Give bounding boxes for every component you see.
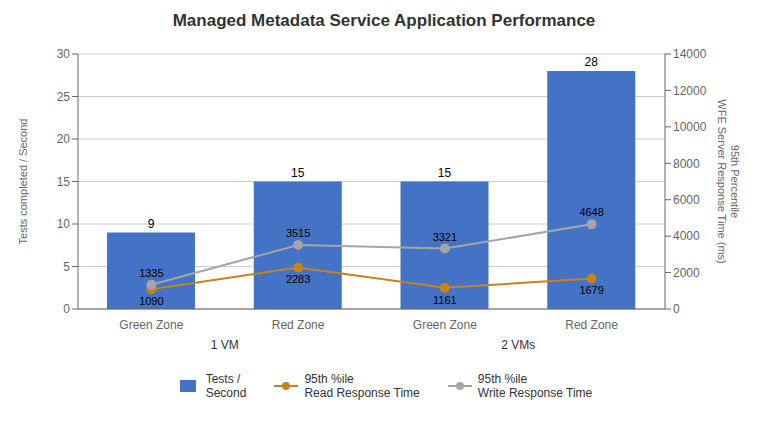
svg-text:1 VM: 1 VM xyxy=(211,338,239,352)
svg-text:28: 28 xyxy=(585,55,599,69)
svg-text:14000: 14000 xyxy=(673,47,707,61)
svg-text:1161: 1161 xyxy=(433,294,457,306)
svg-text:Green Zone: Green Zone xyxy=(119,318,183,332)
html-text:Tests / Second: Tests / Second xyxy=(205,372,247,400)
html-text:95th %ile Read Response Time: 95th %ile Read Response Time xyxy=(304,372,420,400)
svg-text:2 VMs: 2 VMs xyxy=(501,338,535,352)
html-text:95th %ile Write Response Time: 95th %ile Write Response Time xyxy=(477,372,593,400)
svg-text:2283: 2283 xyxy=(286,273,310,285)
svg-text:6000: 6000 xyxy=(673,193,700,207)
svg-text:0: 0 xyxy=(63,302,70,316)
svg-text:4000: 4000 xyxy=(673,229,700,243)
svg-text:9: 9 xyxy=(148,217,155,231)
svg-text:12000: 12000 xyxy=(673,84,707,98)
svg-text:1679: 1679 xyxy=(579,284,603,296)
html-text:Managed Metadata Service Appli: Managed Metadata Service Application Per… xyxy=(172,11,596,30)
svg-text:15: 15 xyxy=(438,166,452,180)
svg-text:1335: 1335 xyxy=(139,267,163,279)
svg-text:Red Zone: Red Zone xyxy=(565,318,618,332)
svg-text:0: 0 xyxy=(673,302,680,316)
svg-text:Tests completed / Second: Tests completed / Second xyxy=(17,119,29,245)
svg-text:25: 25 xyxy=(57,90,71,104)
svg-text:2000: 2000 xyxy=(673,266,700,280)
svg-text:95th PercentileWFE Server Resp: 95th PercentileWFE Server Response Time … xyxy=(716,99,741,263)
svg-text:3515: 3515 xyxy=(286,227,310,239)
svg-text:1090: 1090 xyxy=(139,295,163,307)
svg-text:5: 5 xyxy=(63,260,70,274)
svg-text:15: 15 xyxy=(291,166,305,180)
svg-text:10000: 10000 xyxy=(673,120,707,134)
svg-text:Red Zone: Red Zone xyxy=(272,318,325,332)
svg-text:Green Zone: Green Zone xyxy=(413,318,477,332)
svg-text:20: 20 xyxy=(57,132,71,146)
svg-text:30: 30 xyxy=(57,47,71,61)
svg-text:10: 10 xyxy=(57,217,71,231)
svg-text:8000: 8000 xyxy=(673,157,700,171)
svg-text:15: 15 xyxy=(57,175,71,189)
svg-text:3321: 3321 xyxy=(433,231,457,243)
svg-text:4648: 4648 xyxy=(579,206,603,218)
